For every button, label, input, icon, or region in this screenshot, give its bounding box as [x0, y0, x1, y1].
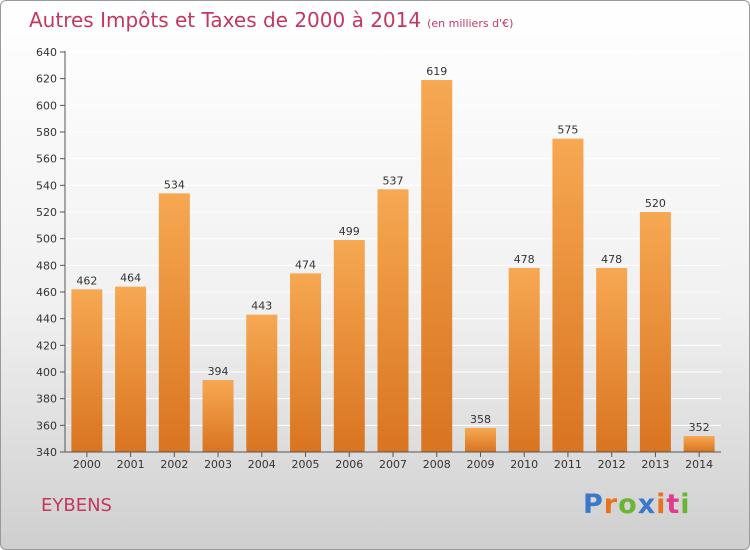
brand-letter: r [603, 489, 619, 520]
brand-letter: i [680, 489, 691, 520]
value-label: 575 [557, 124, 578, 137]
chart-title: Autres Impôts et Taxes de 2000 à 2014 (en… [29, 8, 513, 32]
x-tick-label: 2003 [204, 458, 232, 471]
value-label: 520 [645, 197, 666, 210]
value-label: 499 [339, 225, 360, 238]
y-tick-label: 540 [36, 179, 57, 192]
value-label: 478 [514, 253, 535, 266]
y-tick-label: 520 [36, 206, 57, 219]
y-tick-label: 500 [36, 233, 57, 246]
location-label: EYBENS [41, 495, 112, 516]
brand-letter: i [656, 489, 667, 520]
y-tick-label: 460 [36, 286, 57, 299]
value-label: 394 [208, 365, 229, 378]
bar [508, 268, 540, 452]
bar [246, 314, 278, 452]
x-tick-label: 2008 [423, 458, 451, 471]
y-tick-label: 480 [36, 259, 57, 272]
bar [552, 138, 584, 452]
bar [464, 428, 496, 452]
value-label: 352 [689, 421, 710, 434]
y-tick-label: 560 [36, 153, 57, 166]
x-tick-label: 2004 [248, 458, 276, 471]
brand-logo: Proxiti [583, 489, 691, 520]
chart-subtitle: (en milliers d'€) [427, 17, 514, 30]
bar [71, 289, 103, 452]
x-tick-label: 2010 [510, 458, 538, 471]
y-tick-label: 600 [36, 99, 57, 112]
x-tick-label: 2012 [598, 458, 626, 471]
bar [377, 189, 409, 453]
x-tick-label: 2013 [641, 458, 669, 471]
value-label: 443 [251, 300, 272, 313]
bar [596, 268, 628, 452]
y-tick-label: 360 [36, 419, 57, 432]
x-tick-label: 2001 [117, 458, 145, 471]
x-tick-label: 2011 [554, 458, 582, 471]
value-label: 534 [164, 178, 185, 191]
bar [115, 286, 147, 452]
value-labels: 462 464 534 394 443 474 499 537 619 358 478 575 478 5… [76, 65, 709, 434]
value-label: 619 [426, 65, 447, 78]
x-tick-label: 2014 [685, 458, 713, 471]
value-label: 464 [120, 272, 141, 285]
value-label: 478 [601, 253, 622, 266]
value-label: 537 [383, 174, 404, 187]
y-tick-label: 340 [36, 446, 57, 459]
x-tick-label: 2006 [335, 458, 363, 471]
bar [639, 212, 671, 452]
bar [290, 273, 322, 452]
bar [202, 380, 234, 452]
bar [683, 436, 715, 452]
x-tick-label: 2000 [73, 458, 101, 471]
x-tick-label: 2009 [466, 458, 494, 471]
chart-title-text: Autres Impôts et Taxes de 2000 à 2014 [29, 8, 422, 32]
y-tick-label: 620 [36, 73, 57, 86]
brand-letter: P [583, 489, 604, 520]
y-tick-label: 420 [36, 339, 57, 352]
axes: 340 360 380 400 420 440 460 480 500 520 540 560 580 6… [36, 46, 721, 471]
bar [158, 193, 190, 453]
y-tick-label: 640 [36, 46, 57, 59]
value-label: 462 [76, 274, 97, 287]
value-label: 474 [295, 258, 316, 271]
y-tick-label: 580 [36, 126, 57, 139]
value-label: 358 [470, 413, 491, 426]
x-tick-label: 2007 [379, 458, 407, 471]
bars [71, 80, 715, 453]
x-tick-label: 2002 [160, 458, 188, 471]
brand-letter: x [637, 489, 657, 520]
y-tick-label: 440 [36, 313, 57, 326]
y-tick-label: 380 [36, 393, 57, 406]
x-tick-label: 2005 [292, 458, 320, 471]
bar [333, 240, 365, 452]
bar [421, 80, 453, 452]
y-tick-label: 400 [36, 366, 57, 379]
brand-letter: o [618, 489, 638, 520]
brand-letter: t [666, 489, 681, 520]
